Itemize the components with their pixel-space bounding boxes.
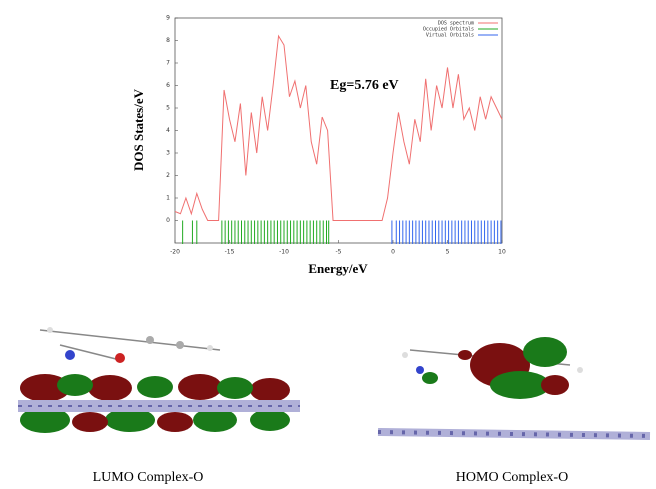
molecule-homo [378, 337, 650, 436]
y-tick-label: 4 [166, 127, 170, 134]
y-tick-label: 6 [166, 82, 170, 89]
y-axis-label: DOS States/eV [131, 88, 146, 171]
y-tick-label: 1 [166, 195, 170, 202]
molecule-lumo [18, 327, 300, 433]
dos-line [175, 36, 502, 221]
y-tick-label: 7 [166, 60, 170, 67]
caption: LUMO Complex-O [93, 470, 204, 485]
y-tick-label: 3 [166, 150, 170, 157]
legend-label: Virtual Orbitals [426, 33, 474, 39]
plot-frame [175, 18, 502, 243]
y-tick-label: 8 [166, 37, 170, 44]
y-tick-label: 9 [166, 15, 170, 22]
caption: HOMO Complex-O [456, 470, 568, 485]
x-tick-label: 0 [391, 249, 395, 256]
x-tick-label: -5 [336, 249, 342, 256]
x-tick-label: 10 [498, 249, 506, 256]
figure: DOS States/eV Energy/eV Eg=5.76 eV LUMO … [0, 0, 656, 489]
x-tick-label: -15 [225, 249, 235, 256]
y-tick-label: 5 [166, 105, 170, 112]
y-tick-label: 0 [166, 217, 170, 224]
x-tick-label: 5 [446, 249, 450, 256]
x-tick-label: -20 [170, 249, 180, 256]
annotation: Eg=5.76 eV [330, 78, 399, 93]
y-tick-label: 2 [166, 172, 170, 179]
x-tick-label: -10 [279, 249, 289, 256]
page: DOS States/eV Energy/eV Eg=5.76 eV LUMO … [0, 0, 656, 489]
x-axis-label: Energy/eV [308, 261, 368, 276]
